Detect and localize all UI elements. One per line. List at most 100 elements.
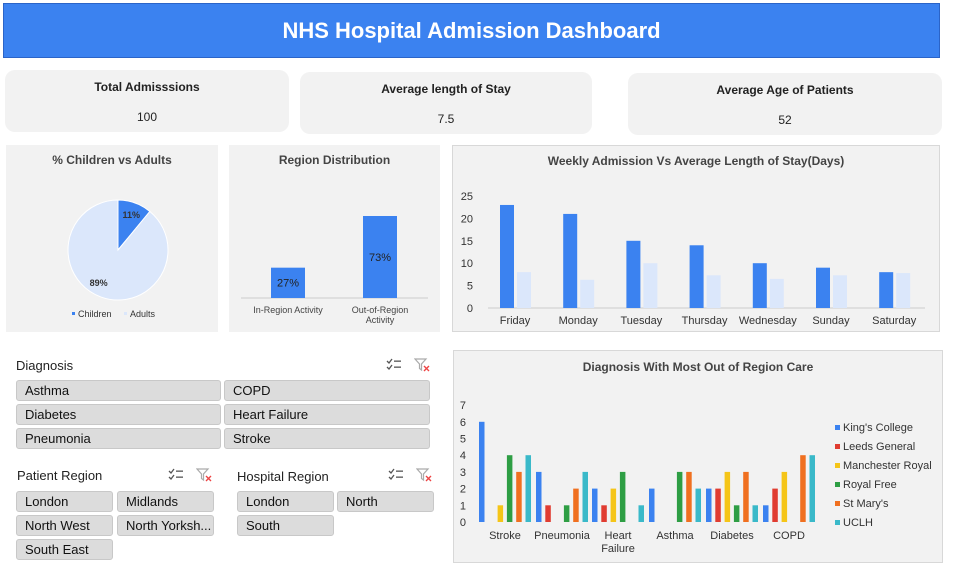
diagnosis-bar xyxy=(638,505,644,522)
clear-filter-icon[interactable] xyxy=(416,468,432,482)
slicer-item-north-yorkshire[interactable]: North Yorksh... xyxy=(117,515,214,536)
diagnosis-bar xyxy=(809,455,815,522)
diagnosis-bar xyxy=(676,471,683,522)
weekly-bar-chart-svg: 0 5 10 15 20 25 Friday Monday Tuesday Thursday Wed… xyxy=(461,191,925,327)
y-tick-label: 0 xyxy=(460,517,466,529)
diagnosis-bar xyxy=(686,471,692,522)
clear-filter-icon[interactable] xyxy=(196,468,212,482)
y-tick-label: 0 xyxy=(467,303,473,315)
kpi-label: Total Admisssions xyxy=(94,80,200,94)
legend-marker xyxy=(835,463,840,468)
slicer-item-diabetes[interactable]: Diabetes xyxy=(16,404,221,425)
weekly-bar xyxy=(643,263,658,308)
legend-marker xyxy=(835,520,840,525)
multi-select-icon[interactable] xyxy=(388,468,404,482)
diagnosis-bar xyxy=(781,471,788,522)
kpi-card-average-age: Average Age of Patients 52 xyxy=(628,73,942,135)
dashboard-title-banner: NHS Hospital Admission Dashboard xyxy=(3,3,940,58)
chart-title: Region Distribution xyxy=(278,153,391,167)
legend-marker xyxy=(835,444,840,449)
diagnosis-bar xyxy=(695,488,701,522)
weekly-bar xyxy=(752,263,767,308)
chart-title: Diagnosis With Most Out of Region Care xyxy=(582,360,814,374)
diagnosis-bar xyxy=(649,488,655,522)
diagnosis-slicer: Diagnosis Asthma COPD Diabetes Heart Fai… xyxy=(8,352,436,452)
weekly-bar xyxy=(706,275,721,308)
y-tick-label: 5 xyxy=(467,281,473,293)
slicer-item-heart-failure[interactable]: Heart Failure xyxy=(224,404,430,425)
multi-select-icon[interactable] xyxy=(168,468,184,482)
y-tick-label: 1 xyxy=(460,500,466,512)
weekly-bar xyxy=(896,273,911,308)
x-tick-label: Monday xyxy=(559,315,599,327)
legend-marker xyxy=(835,482,840,487)
slicer-title: Hospital Region xyxy=(237,469,329,484)
diagnosis-bar xyxy=(601,505,607,522)
x-tick-label: Failure xyxy=(601,543,635,555)
legend-label: Adults xyxy=(130,309,156,319)
legend-label: St Mary's xyxy=(843,498,889,510)
legend-marker xyxy=(835,501,840,506)
y-tick-label: 15 xyxy=(461,236,473,248)
slicer-item-london[interactable]: London xyxy=(237,491,334,512)
diagnosis-bar xyxy=(525,455,531,522)
chart-title: Weekly Admission Vs Average Length of St… xyxy=(547,154,845,168)
slicer-item-south-east[interactable]: South East xyxy=(16,539,113,560)
legend-label: Leeds General xyxy=(843,441,915,453)
kpi-label: Average length of Stay xyxy=(381,82,511,96)
kpi-label: Average Age of Patients xyxy=(716,83,854,97)
y-tick-label: 20 xyxy=(461,213,473,225)
slicer-item-pneumonia[interactable]: Pneumonia xyxy=(16,428,221,449)
bar-data-label: 27% xyxy=(277,278,299,290)
weekly-bar xyxy=(816,267,830,308)
legend-label: Children xyxy=(78,309,112,319)
diagnosis-bar xyxy=(763,505,769,522)
diagnosis-bar xyxy=(724,471,731,522)
region-distribution-chart[interactable]: Region Distribution 27% 73% In-Region Acti… xyxy=(229,145,440,332)
legend-label: Manchester Royal xyxy=(843,460,932,472)
y-tick-label: 6 xyxy=(460,417,466,429)
diagnosis-bar xyxy=(619,471,626,522)
weekly-admission-chart[interactable]: Weekly Admission Vs Average Length of St… xyxy=(452,145,940,332)
x-tick-label: COPD xyxy=(773,530,805,542)
diagnosis-bar xyxy=(479,421,485,522)
x-tick-label: Saturday xyxy=(872,315,917,327)
y-tick-label: 5 xyxy=(460,434,466,446)
y-tick-label: 4 xyxy=(460,450,466,462)
y-tick-label: 2 xyxy=(460,484,466,496)
diagnosis-bar xyxy=(536,471,542,522)
patient-region-slicer: Patient Region London Midlands North Wes… xyxy=(8,462,218,562)
slicer-item-london[interactable]: London xyxy=(16,491,113,512)
diagnosis-bar xyxy=(516,471,522,522)
kpi-card-total-admissions: Total Admisssions 100 xyxy=(5,70,289,132)
slicer-item-stroke[interactable]: Stroke xyxy=(224,428,430,449)
pie-slice xyxy=(67,199,169,301)
legend-marker xyxy=(72,312,75,315)
slicer-item-north[interactable]: North xyxy=(337,491,434,512)
slicer-item-midlands[interactable]: Midlands xyxy=(117,491,214,512)
region-bar-chart-svg: 27% 73% In-Region Activity Out-of-RegionAct… xyxy=(241,216,428,325)
diagnosis-bar xyxy=(772,488,778,522)
x-tick-label: Wednesday xyxy=(739,315,797,327)
slicer-item-south[interactable]: South xyxy=(237,515,334,536)
children-vs-adults-chart[interactable]: % Children vs Adults 11% 89% Children Adult… xyxy=(6,145,218,332)
weekly-bar xyxy=(500,204,514,308)
slicer-title: Diagnosis xyxy=(16,358,74,373)
diagnosis-bar xyxy=(715,488,721,522)
y-tick-label: 7 xyxy=(460,400,466,412)
x-tick-label: Pneumonia xyxy=(534,530,591,542)
multi-select-icon[interactable] xyxy=(386,358,402,372)
diagnosis-bar xyxy=(706,488,712,522)
category-label: In-Region Activity xyxy=(253,305,323,315)
pie-chart-svg: 11% 89% Children Adults xyxy=(67,199,169,319)
x-tick-label: Friday xyxy=(500,315,531,327)
region-bar xyxy=(271,267,305,298)
slicer-item-north-west[interactable]: North West xyxy=(16,515,113,536)
clear-filter-icon[interactable] xyxy=(414,358,430,372)
diagnosis-out-of-region-chart[interactable]: Diagnosis With Most Out of Region Care 0… xyxy=(453,350,943,563)
slicer-item-asthma[interactable]: Asthma xyxy=(16,380,221,401)
legend-label: UCLH xyxy=(843,517,873,529)
page-title: NHS Hospital Admission Dashboard xyxy=(282,17,661,43)
kpi-value: 7.5 xyxy=(437,112,455,126)
slicer-item-copd[interactable]: COPD xyxy=(224,380,430,401)
